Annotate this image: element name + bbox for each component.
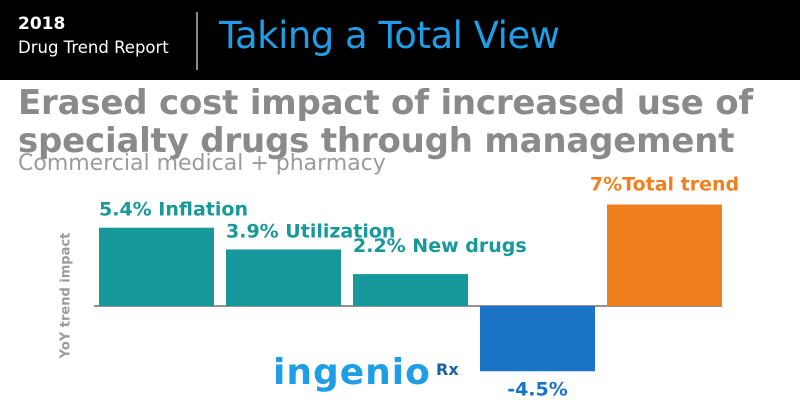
bar-utilization — [226, 249, 341, 306]
bar-management — [480, 306, 595, 372]
bar-new-drugs — [353, 274, 468, 306]
logo-rx-suffix: Rx — [436, 360, 459, 379]
bar-total-trend — [607, 204, 722, 306]
ingenio-logo: ingenio — [273, 352, 431, 393]
chart-headline: Erased cost impact of increased use of s… — [18, 83, 753, 161]
data-label-2: 2.2% New drugs — [353, 235, 527, 257]
header-divider — [196, 12, 198, 70]
report-year: 2018 — [18, 14, 66, 34]
data-label-3: -4.5% — [507, 378, 568, 400]
report-name: Drug Trend Report — [18, 38, 169, 57]
data-label-0: 5.4% Inflation — [99, 199, 248, 221]
data-label-1: 3.9% Utilization — [226, 220, 395, 242]
header-bar: 2018 Drug Trend Report Taking a Total Vi… — [0, 0, 800, 80]
data-label-4: 7%Total trend — [590, 174, 739, 196]
bar-inflation — [99, 227, 214, 306]
header-title: Taking a Total View — [219, 14, 560, 57]
chart-subtitle: Commercial medical + pharmacy — [18, 151, 386, 176]
